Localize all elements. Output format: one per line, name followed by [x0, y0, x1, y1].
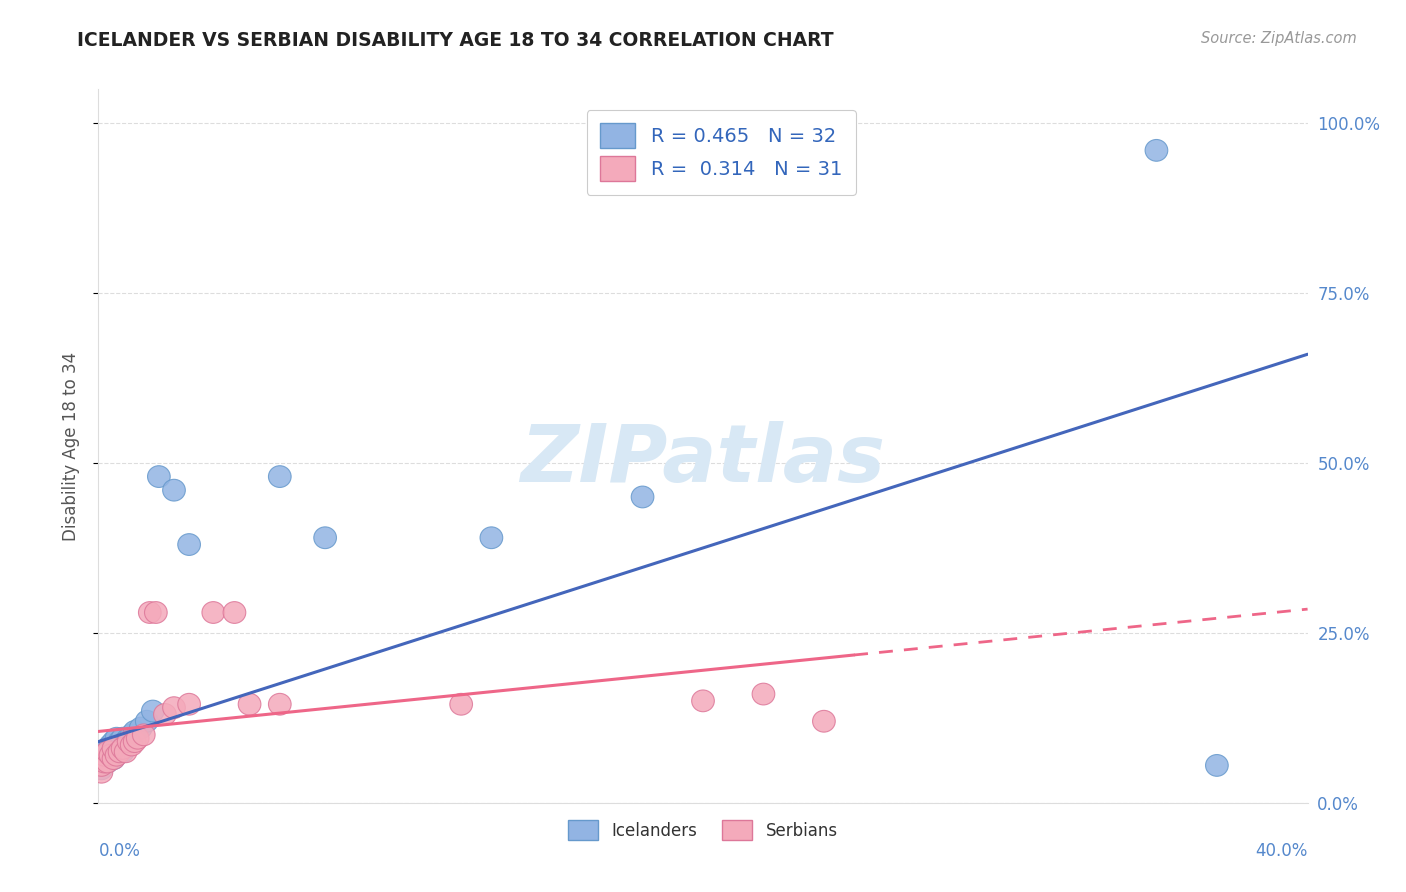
Ellipse shape: [90, 755, 112, 776]
Ellipse shape: [1144, 139, 1168, 161]
Text: Source: ZipAtlas.com: Source: ZipAtlas.com: [1201, 31, 1357, 46]
Ellipse shape: [145, 601, 167, 624]
Ellipse shape: [114, 731, 136, 753]
Ellipse shape: [813, 710, 835, 732]
Ellipse shape: [314, 527, 336, 549]
Ellipse shape: [103, 747, 125, 770]
Ellipse shape: [153, 704, 176, 725]
Y-axis label: Disability Age 18 to 34: Disability Age 18 to 34: [62, 351, 80, 541]
Ellipse shape: [100, 744, 122, 766]
Ellipse shape: [631, 486, 654, 508]
Text: ZIPatlas: ZIPatlas: [520, 421, 886, 500]
Ellipse shape: [96, 738, 120, 759]
Ellipse shape: [142, 700, 165, 722]
Ellipse shape: [163, 697, 186, 719]
Ellipse shape: [1205, 755, 1229, 776]
Ellipse shape: [127, 727, 149, 749]
Ellipse shape: [90, 751, 112, 772]
Ellipse shape: [450, 693, 472, 715]
Text: 40.0%: 40.0%: [1256, 842, 1308, 860]
Ellipse shape: [100, 734, 122, 756]
Ellipse shape: [93, 744, 115, 766]
Ellipse shape: [108, 738, 131, 759]
Ellipse shape: [692, 690, 714, 712]
Ellipse shape: [121, 724, 143, 746]
Ellipse shape: [103, 738, 125, 759]
Ellipse shape: [202, 601, 225, 624]
Ellipse shape: [93, 741, 115, 763]
Ellipse shape: [105, 744, 128, 766]
Ellipse shape: [479, 527, 503, 549]
Ellipse shape: [117, 727, 141, 749]
Ellipse shape: [752, 683, 775, 705]
Ellipse shape: [177, 693, 201, 715]
Ellipse shape: [108, 741, 131, 763]
Ellipse shape: [93, 751, 115, 772]
Ellipse shape: [90, 758, 112, 780]
Ellipse shape: [132, 724, 155, 746]
Ellipse shape: [108, 731, 131, 753]
Ellipse shape: [93, 747, 115, 770]
Text: ICELANDER VS SERBIAN DISABILITY AGE 18 TO 34 CORRELATION CHART: ICELANDER VS SERBIAN DISABILITY AGE 18 T…: [77, 31, 834, 50]
Ellipse shape: [269, 466, 291, 487]
Ellipse shape: [121, 734, 143, 756]
Ellipse shape: [103, 731, 125, 753]
Ellipse shape: [96, 751, 120, 772]
Ellipse shape: [105, 738, 128, 759]
Ellipse shape: [177, 533, 201, 556]
Ellipse shape: [111, 727, 134, 749]
Ellipse shape: [148, 466, 170, 487]
Ellipse shape: [96, 751, 120, 772]
Ellipse shape: [124, 721, 146, 742]
Legend: Icelanders, Serbians: Icelanders, Serbians: [560, 812, 846, 848]
Ellipse shape: [124, 731, 146, 753]
Ellipse shape: [163, 479, 186, 501]
Ellipse shape: [103, 747, 125, 770]
Ellipse shape: [224, 601, 246, 624]
Ellipse shape: [114, 741, 136, 763]
Ellipse shape: [117, 731, 141, 753]
Ellipse shape: [100, 744, 122, 766]
Ellipse shape: [96, 741, 120, 763]
Ellipse shape: [111, 738, 134, 759]
Text: 0.0%: 0.0%: [98, 842, 141, 860]
Ellipse shape: [90, 762, 112, 783]
Ellipse shape: [238, 693, 262, 715]
Ellipse shape: [135, 710, 157, 732]
Ellipse shape: [111, 741, 134, 763]
Ellipse shape: [269, 693, 291, 715]
Ellipse shape: [129, 717, 152, 739]
Ellipse shape: [105, 727, 128, 749]
Ellipse shape: [138, 601, 162, 624]
